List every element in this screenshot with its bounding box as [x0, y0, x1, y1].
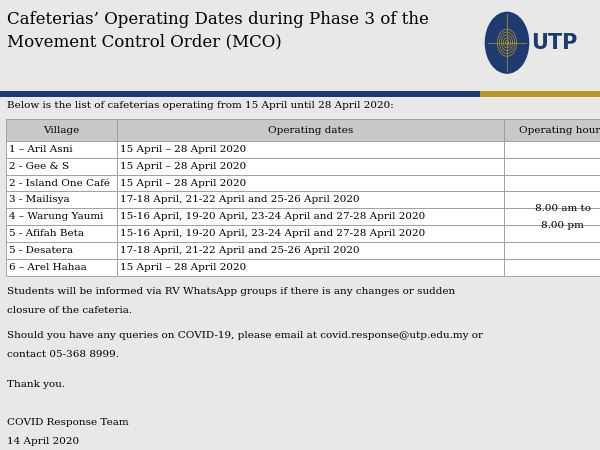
Bar: [117, 175, 504, 192]
Bar: [6, 259, 117, 276]
Bar: [117, 208, 504, 225]
Text: 15 April – 28 April 2020: 15 April – 28 April 2020: [120, 179, 246, 188]
Text: 15-16 April, 19-20 April, 23-24 April and 27-28 April 2020: 15-16 April, 19-20 April, 23-24 April an…: [120, 212, 425, 221]
Bar: [6, 192, 117, 208]
Text: Below is the list of cafeterias operating from 15 April until 28 April 2020:: Below is the list of cafeterias operatin…: [7, 101, 394, 110]
Bar: [6, 208, 117, 225]
Text: 8.00 pm: 8.00 pm: [541, 221, 584, 230]
Bar: [6, 242, 117, 259]
Bar: [117, 141, 504, 158]
Text: Cafeterias’ Operating Dates during Phase 3 of the: Cafeterias’ Operating Dates during Phase…: [7, 11, 429, 28]
Text: Students will be informed via RV WhatsApp groups if there is any changes or sudd: Students will be informed via RV WhatsAp…: [7, 287, 455, 296]
Text: 6 – Arel Hahaa: 6 – Arel Hahaa: [9, 263, 87, 272]
Bar: [117, 158, 504, 175]
Text: 15 April – 28 April 2020: 15 April – 28 April 2020: [120, 162, 246, 171]
Bar: [117, 192, 504, 208]
Bar: [480, 91, 600, 97]
Bar: [117, 225, 504, 242]
Text: 5 - Afifah Beta: 5 - Afifah Beta: [9, 229, 84, 238]
Bar: [0, 91, 480, 97]
Text: Operating dates: Operating dates: [268, 126, 353, 135]
Bar: [504, 119, 600, 141]
Bar: [6, 175, 117, 192]
Text: 15 April – 28 April 2020: 15 April – 28 April 2020: [120, 263, 246, 272]
Bar: [504, 158, 600, 175]
Text: 3 - Mailisya: 3 - Mailisya: [9, 195, 70, 204]
Bar: [504, 208, 600, 225]
Bar: [6, 158, 117, 175]
Text: closure of the cafeteria.: closure of the cafeteria.: [7, 306, 133, 315]
Bar: [6, 141, 117, 158]
Text: 14 April 2020: 14 April 2020: [7, 437, 79, 446]
Text: Operating hours: Operating hours: [519, 126, 600, 135]
Bar: [504, 225, 600, 242]
Bar: [504, 192, 600, 208]
Text: contact 05-368 8999.: contact 05-368 8999.: [7, 350, 119, 359]
Text: 2 - Island One Café: 2 - Island One Café: [9, 179, 110, 188]
Text: 17-18 April, 21-22 April and 25-26 April 2020: 17-18 April, 21-22 April and 25-26 April…: [120, 195, 359, 204]
Text: 5 - Desatera: 5 - Desatera: [9, 246, 73, 255]
Bar: [117, 259, 504, 276]
Text: 4 – Warung Yaumi: 4 – Warung Yaumi: [9, 212, 103, 221]
Ellipse shape: [485, 12, 529, 73]
Text: 8.00 am to: 8.00 am to: [535, 204, 590, 213]
Bar: [504, 242, 600, 259]
Text: 2 - Gee & S: 2 - Gee & S: [9, 162, 69, 171]
Text: 15-16 April, 19-20 April, 23-24 April and 27-28 April 2020: 15-16 April, 19-20 April, 23-24 April an…: [120, 229, 425, 238]
Text: 17-18 April, 21-22 April and 25-26 April 2020: 17-18 April, 21-22 April and 25-26 April…: [120, 246, 359, 255]
Text: COVID Response Team: COVID Response Team: [7, 418, 129, 427]
Bar: [0, 0, 600, 99]
Bar: [504, 175, 600, 192]
Text: Thank you.: Thank you.: [7, 380, 65, 389]
Text: Village: Village: [43, 126, 80, 135]
Bar: [504, 141, 600, 158]
Text: 1 – Aril Asni: 1 – Aril Asni: [9, 145, 73, 154]
Bar: [117, 119, 504, 141]
Text: UTP: UTP: [532, 33, 578, 53]
Text: Should you have any queries on COVID-19, please email at covid.response@utp.edu.: Should you have any queries on COVID-19,…: [7, 331, 483, 340]
Text: Movement Control Order (MCO): Movement Control Order (MCO): [7, 34, 282, 51]
Text: 15 April – 28 April 2020: 15 April – 28 April 2020: [120, 145, 246, 154]
Bar: [6, 225, 117, 242]
Bar: [504, 259, 600, 276]
Bar: [6, 119, 117, 141]
Bar: [117, 242, 504, 259]
